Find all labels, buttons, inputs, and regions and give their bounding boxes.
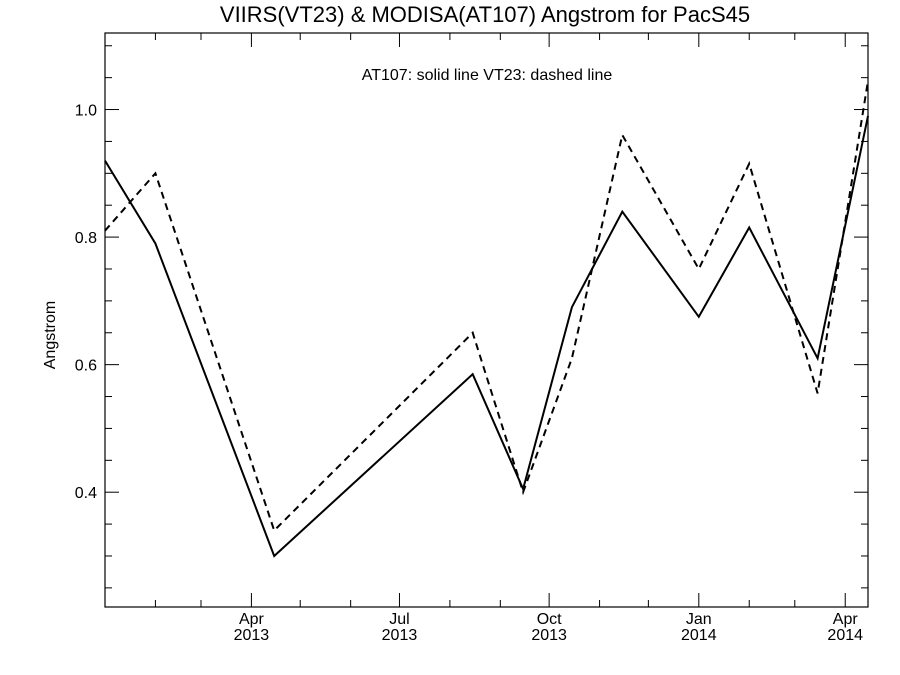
y-axis-label: Angstrom	[42, 301, 59, 369]
y-tick-label: 1.0	[75, 103, 97, 120]
tick-labels: 0.40.60.81.0Apr2013Jul2013Oct2013Jan2014…	[75, 103, 863, 644]
series-line-vt23	[104, 80, 869, 533]
chart-title: VIIRS(VT23) & MODISA(AT107) Angstrom for…	[220, 2, 750, 27]
x-tick-month-label: Apr	[833, 611, 859, 628]
series-line-at107	[104, 115, 869, 558]
y-tick-label: 0.6	[75, 358, 97, 375]
x-tick-month-label: Apr	[239, 611, 265, 628]
series-lines	[104, 80, 869, 558]
x-tick-year-label: 2013	[531, 627, 567, 644]
x-tick-month-label: Jan	[686, 611, 712, 628]
x-tick-year-label: 2014	[827, 627, 863, 644]
y-tick-label: 0.4	[75, 485, 97, 502]
x-tick-month-label: Jul	[389, 611, 409, 628]
x-tick-year-label: 2013	[382, 627, 418, 644]
y-tick-label: 0.8	[75, 230, 97, 247]
x-tick-month-label: Oct	[537, 611, 562, 628]
x-tick-year-label: 2014	[681, 627, 717, 644]
legend-annotation: AT107: solid line VT23: dashed line	[362, 67, 613, 84]
plot-frame	[104, 32, 869, 608]
x-tick-year-label: 2013	[234, 627, 270, 644]
axis-ticks	[104, 33, 868, 607]
